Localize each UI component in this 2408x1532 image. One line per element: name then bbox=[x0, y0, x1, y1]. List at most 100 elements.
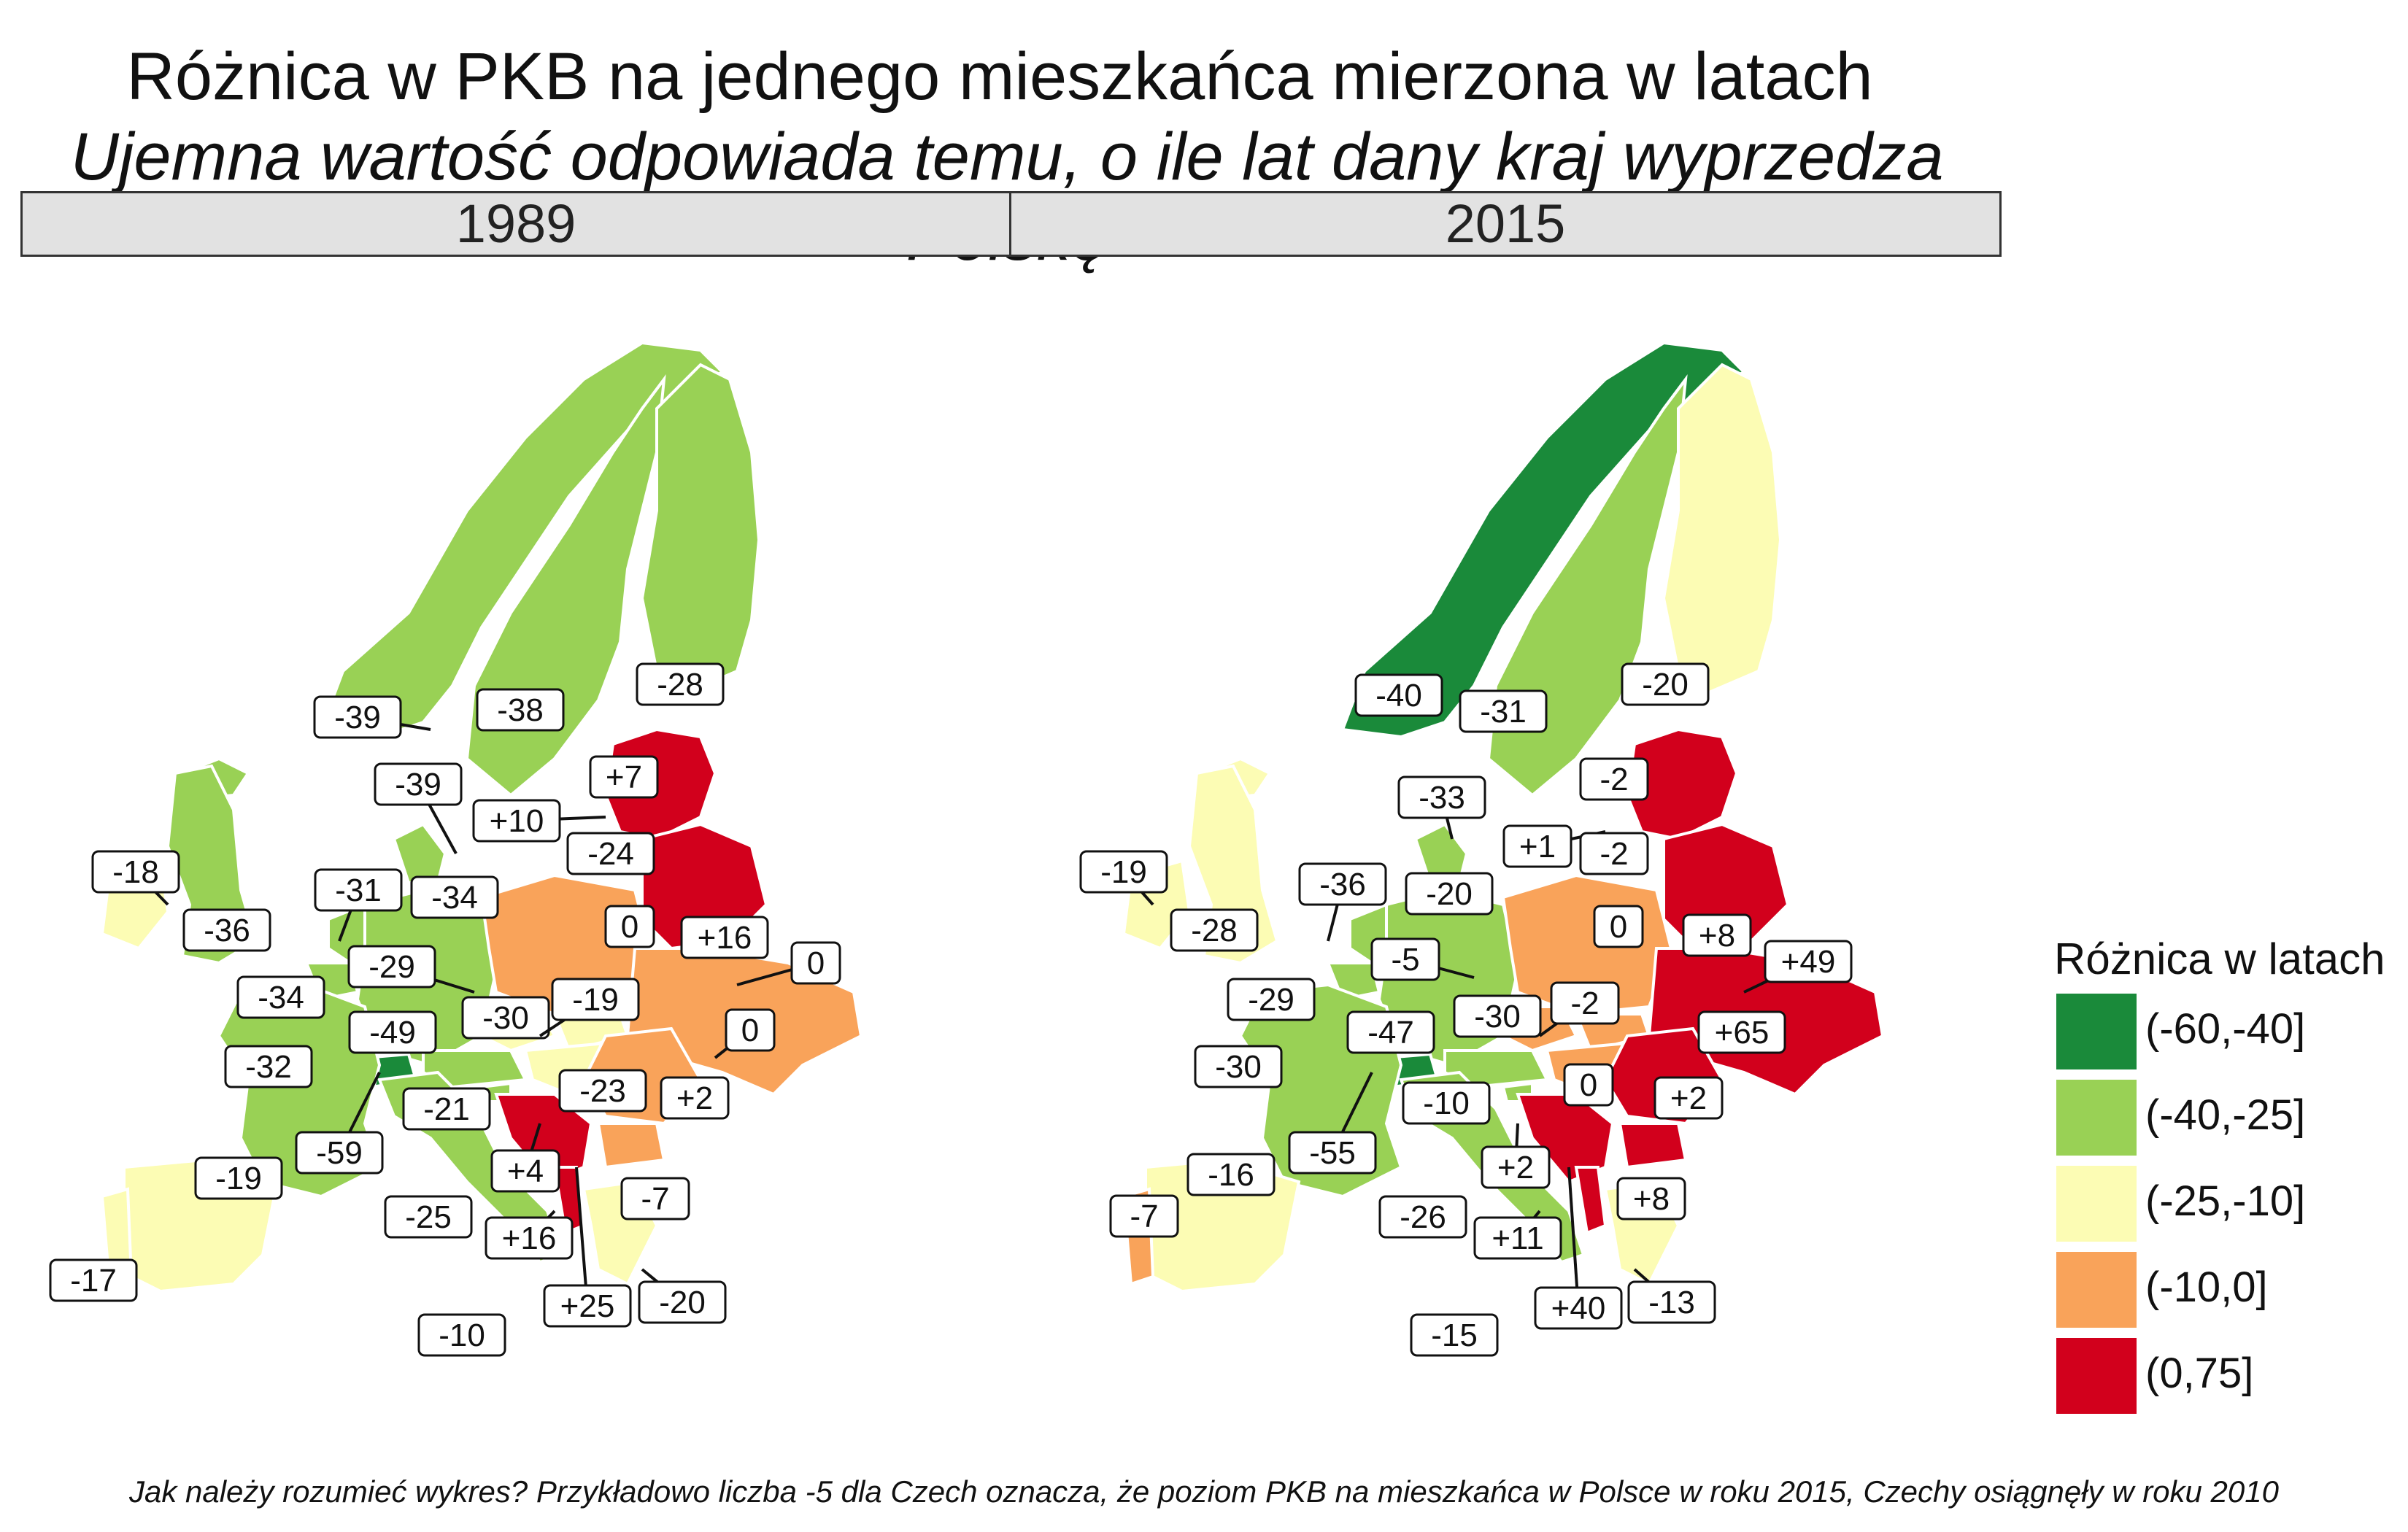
value-label: -19 bbox=[1100, 854, 1147, 890]
legend-label: (-40,-25] bbox=[2145, 1091, 2306, 1139]
value-label-box bbox=[660, 1076, 730, 1120]
value-label-box bbox=[1653, 1076, 1724, 1120]
legend-swatch bbox=[2056, 1338, 2137, 1414]
value-label-box bbox=[236, 975, 325, 1019]
country-bulgaria bbox=[596, 1122, 666, 1169]
value-label: +2 bbox=[676, 1080, 713, 1116]
value-label: -55 bbox=[1309, 1135, 1356, 1171]
value-label-box bbox=[295, 1131, 384, 1175]
value-label: -16 bbox=[1208, 1157, 1254, 1193]
value-label-box bbox=[620, 1177, 690, 1220]
value-label: -24 bbox=[587, 836, 634, 872]
legend-swatch bbox=[2056, 1080, 2137, 1156]
value-label-box bbox=[1402, 1081, 1491, 1125]
value-label: -36 bbox=[1319, 867, 1366, 902]
value-label: -39 bbox=[395, 767, 441, 802]
value-label: -29 bbox=[368, 949, 415, 985]
value-label-box bbox=[1079, 850, 1168, 894]
value-label-box bbox=[224, 1045, 313, 1088]
legend-label: (-25,-10] bbox=[2145, 1177, 2306, 1225]
legend-label: (0,75] bbox=[2145, 1350, 2254, 1397]
value-label: -20 bbox=[659, 1285, 706, 1320]
value-label: -28 bbox=[1191, 913, 1238, 948]
value-label-box bbox=[1621, 662, 1710, 706]
value-label-box bbox=[604, 905, 655, 948]
value-label-box bbox=[566, 832, 655, 875]
value-label: -39 bbox=[334, 700, 381, 735]
value-label: -10 bbox=[1423, 1086, 1470, 1121]
value-label-box bbox=[461, 996, 550, 1040]
country-denmark bbox=[392, 822, 447, 884]
value-label: 0 bbox=[741, 1013, 759, 1048]
legend-swatch bbox=[2056, 1166, 2137, 1242]
map-2015: -40 -31-20-2-33+1 -2-19-28-36 -200 +8-29-5 +4… bbox=[1079, 341, 1885, 1357]
value-label: -29 bbox=[1248, 982, 1294, 1018]
value-label-box bbox=[1370, 937, 1440, 981]
value-label-box bbox=[476, 688, 565, 732]
country-balkans bbox=[494, 1093, 593, 1184]
value-label: +8 bbox=[1699, 918, 1735, 953]
value-label: -7 bbox=[1130, 1199, 1158, 1234]
value-label-box bbox=[1682, 913, 1752, 957]
value-label: +1 bbox=[1519, 829, 1556, 864]
value-label-box bbox=[490, 1149, 560, 1193]
value-label: +10 bbox=[490, 803, 544, 839]
value-label-box bbox=[1194, 1045, 1283, 1088]
value-label-box bbox=[1534, 1286, 1623, 1330]
value-label-box bbox=[1579, 757, 1649, 801]
value-label-box bbox=[1563, 1063, 1614, 1107]
value-label-box bbox=[1616, 1177, 1686, 1220]
value-label: -32 bbox=[245, 1049, 292, 1085]
value-label-box bbox=[194, 1156, 283, 1200]
country-finland bbox=[640, 363, 761, 695]
value-label: +40 bbox=[1551, 1291, 1606, 1326]
value-label-box bbox=[313, 695, 402, 739]
value-label-box bbox=[1627, 1280, 1716, 1324]
value-label-box bbox=[551, 978, 640, 1021]
value-label-box bbox=[384, 1195, 473, 1239]
value-label-box bbox=[410, 875, 499, 919]
legend-item: (-25,-10] bbox=[2056, 1166, 2377, 1242]
legend-item: (-60,-40] bbox=[2056, 994, 2377, 1069]
value-label: +16 bbox=[502, 1220, 557, 1256]
value-label-box bbox=[1186, 1153, 1276, 1196]
map-1989: -39 -38-28+7-39+10-24-18-36-31-340 +16-34-… bbox=[49, 341, 863, 1357]
value-label: +4 bbox=[507, 1153, 544, 1189]
value-label: -30 bbox=[1215, 1049, 1262, 1085]
value-label: -30 bbox=[482, 1000, 529, 1036]
value-label: -15 bbox=[1431, 1318, 1478, 1353]
value-label-box bbox=[1579, 832, 1649, 875]
value-label-box bbox=[1298, 862, 1387, 906]
value-label: +8 bbox=[1633, 1181, 1670, 1217]
value-label-box bbox=[182, 908, 271, 952]
value-label-box bbox=[417, 1313, 506, 1357]
value-label-box bbox=[348, 1010, 437, 1054]
value-label: -7 bbox=[641, 1181, 669, 1217]
value-label: +2 bbox=[1670, 1080, 1707, 1116]
value-label-box bbox=[1697, 1010, 1786, 1054]
value-label: -25 bbox=[405, 1199, 452, 1235]
value-label-box bbox=[636, 662, 725, 706]
value-label: -19 bbox=[215, 1161, 262, 1196]
value-label: -23 bbox=[579, 1073, 626, 1109]
value-label: -2 bbox=[1599, 836, 1628, 872]
legend-item: (-40,-25] bbox=[2056, 1080, 2377, 1156]
value-label-box bbox=[680, 916, 769, 959]
value-label: +65 bbox=[1715, 1015, 1770, 1051]
value-label: -21 bbox=[423, 1091, 470, 1127]
value-label-box bbox=[1593, 905, 1644, 948]
value-label: -40 bbox=[1375, 678, 1422, 713]
value-label-box bbox=[485, 1216, 574, 1260]
value-label: +7 bbox=[606, 759, 642, 795]
value-label-box bbox=[1346, 1010, 1435, 1054]
value-label: -31 bbox=[1480, 694, 1527, 730]
value-label: -10 bbox=[439, 1318, 485, 1353]
legend-swatch bbox=[2056, 1252, 2137, 1328]
value-label-box bbox=[1378, 1195, 1467, 1239]
value-label-box bbox=[49, 1258, 138, 1302]
value-label: -47 bbox=[1367, 1015, 1414, 1051]
value-label: -31 bbox=[335, 873, 382, 908]
value-label-box bbox=[1227, 978, 1316, 1021]
value-label-box bbox=[402, 1087, 491, 1131]
